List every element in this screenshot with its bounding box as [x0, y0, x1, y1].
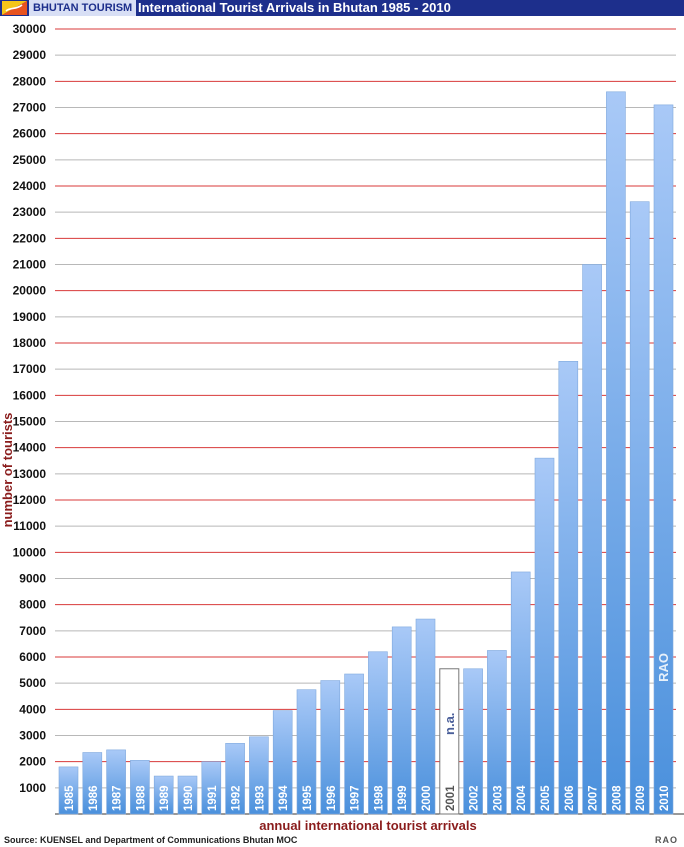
bar: [296, 689, 317, 815]
x-tick-label: 2006: [564, 785, 576, 811]
not-available-label: n.a.: [442, 713, 457, 735]
x-tick-label: 1988: [135, 785, 147, 811]
y-tick-label: 28000: [13, 74, 47, 88]
x-tick-label: 1997: [350, 785, 362, 811]
watermark-label: RAO: [656, 653, 671, 682]
y-tick-label: 29000: [13, 48, 47, 62]
y-axis-title: number of tourists: [0, 413, 15, 528]
x-axis-title: annual international tourist arrivals: [259, 818, 476, 833]
bar: [82, 752, 103, 815]
y-tick-label: 17000: [13, 362, 47, 376]
y-tick-label: 1000: [19, 781, 46, 795]
y-tick-label: 30000: [13, 22, 47, 36]
page-title: International Tourist Arrivals in Bhutan…: [138, 0, 451, 15]
y-tick-label: 9000: [19, 572, 46, 586]
x-tick-label: 1996: [326, 785, 338, 811]
header-bar: BHUTAN TOURISM International Tourist Arr…: [0, 0, 684, 16]
bar: [463, 668, 483, 815]
bar: [606, 91, 626, 815]
bar: [582, 264, 602, 815]
x-tick-label: 2000: [421, 785, 433, 811]
x-tick-label: 1992: [231, 785, 243, 811]
x-tick-label: 1995: [302, 785, 314, 811]
x-tick-label: 2004: [516, 785, 528, 811]
y-tick-label: 18000: [13, 336, 47, 350]
bar: [487, 650, 507, 815]
y-tick-label: 19000: [13, 310, 47, 324]
y-tick-label: 20000: [13, 284, 47, 298]
bhutan-flag-icon: [2, 1, 27, 15]
x-tick-label: 1985: [64, 785, 76, 811]
credit-label: RAO: [655, 835, 678, 845]
y-tick-label: 2000: [19, 755, 46, 769]
x-tick-label: 1998: [373, 785, 385, 811]
y-tick-label: 27000: [13, 101, 47, 115]
x-tick-label: 1991: [207, 785, 219, 811]
y-tick-label: 25000: [13, 153, 47, 167]
y-tick-label: 12000: [13, 493, 47, 507]
y-tick-label: 14000: [13, 441, 47, 455]
x-tick-label: 2009: [635, 785, 647, 811]
brand-label: BHUTAN TOURISM: [29, 0, 137, 16]
source-note: Source: KUENSEL and Department of Commun…: [4, 835, 298, 845]
x-tick-label: 1993: [254, 785, 266, 811]
bar: [534, 457, 555, 815]
x-tick-label: 1987: [112, 785, 124, 811]
x-axis-ticks: 1985 1986 1987 1988 1989 1990 1991 1992 1993 1994…: [64, 785, 671, 811]
bar: [344, 673, 364, 815]
y-tick-label: 4000: [19, 702, 46, 716]
x-tick-label: 2002: [469, 785, 481, 811]
bar: [153, 775, 174, 815]
bar: [272, 710, 293, 815]
bar: [320, 680, 341, 815]
bar: [130, 760, 150, 815]
x-tick-label: 2007: [588, 785, 600, 811]
x-tick-label: 1989: [159, 785, 171, 811]
x-tick-label: 1999: [397, 785, 409, 811]
x-tick-label: 1990: [183, 785, 195, 811]
bars: n.a. RAO: [58, 91, 674, 815]
y-tick-label: 21000: [13, 258, 47, 272]
bar: [225, 743, 245, 815]
bar: [391, 626, 412, 815]
bar-not-available: [439, 668, 460, 815]
y-tick-label: 7000: [19, 624, 46, 638]
x-tick-label: 2003: [492, 785, 504, 811]
y-tick-label: 8000: [19, 598, 46, 612]
x-tick-label: 1986: [88, 785, 100, 811]
y-tick-label: 10000: [13, 545, 47, 559]
bar: [510, 571, 531, 815]
bar: [106, 749, 126, 815]
bar: [415, 618, 436, 815]
y-tick-label: 22000: [13, 231, 47, 245]
y-tick-label: 13000: [13, 467, 47, 481]
y-tick-label: 24000: [13, 179, 47, 193]
bar: [368, 651, 388, 815]
bar: [58, 766, 79, 815]
bar: [629, 201, 650, 815]
bar: [558, 361, 579, 815]
y-tick-label: 15000: [13, 415, 47, 429]
x-tick-label: 2008: [611, 785, 623, 811]
x-tick-label: 2005: [540, 785, 552, 811]
bar: [249, 736, 269, 815]
y-tick-label: 6000: [19, 650, 46, 664]
y-tick-label: 16000: [13, 388, 47, 402]
x-tick-label: 2010: [659, 785, 671, 811]
y-axis-ticks: 1000 2000 3000 4000 5000 6000 7000 8000 9000 1000…: [13, 22, 47, 795]
y-tick-label: 23000: [13, 205, 47, 219]
x-tick-label: 1994: [278, 785, 290, 811]
y-tick-label: 5000: [19, 676, 46, 690]
y-tick-label: 26000: [13, 127, 47, 141]
bar: [201, 761, 222, 815]
y-tick-label: 3000: [19, 729, 46, 743]
bar: [653, 104, 674, 815]
x-tick-label: 2001: [445, 785, 457, 811]
bar: [177, 775, 198, 815]
y-tick-label: 11000: [13, 519, 46, 533]
